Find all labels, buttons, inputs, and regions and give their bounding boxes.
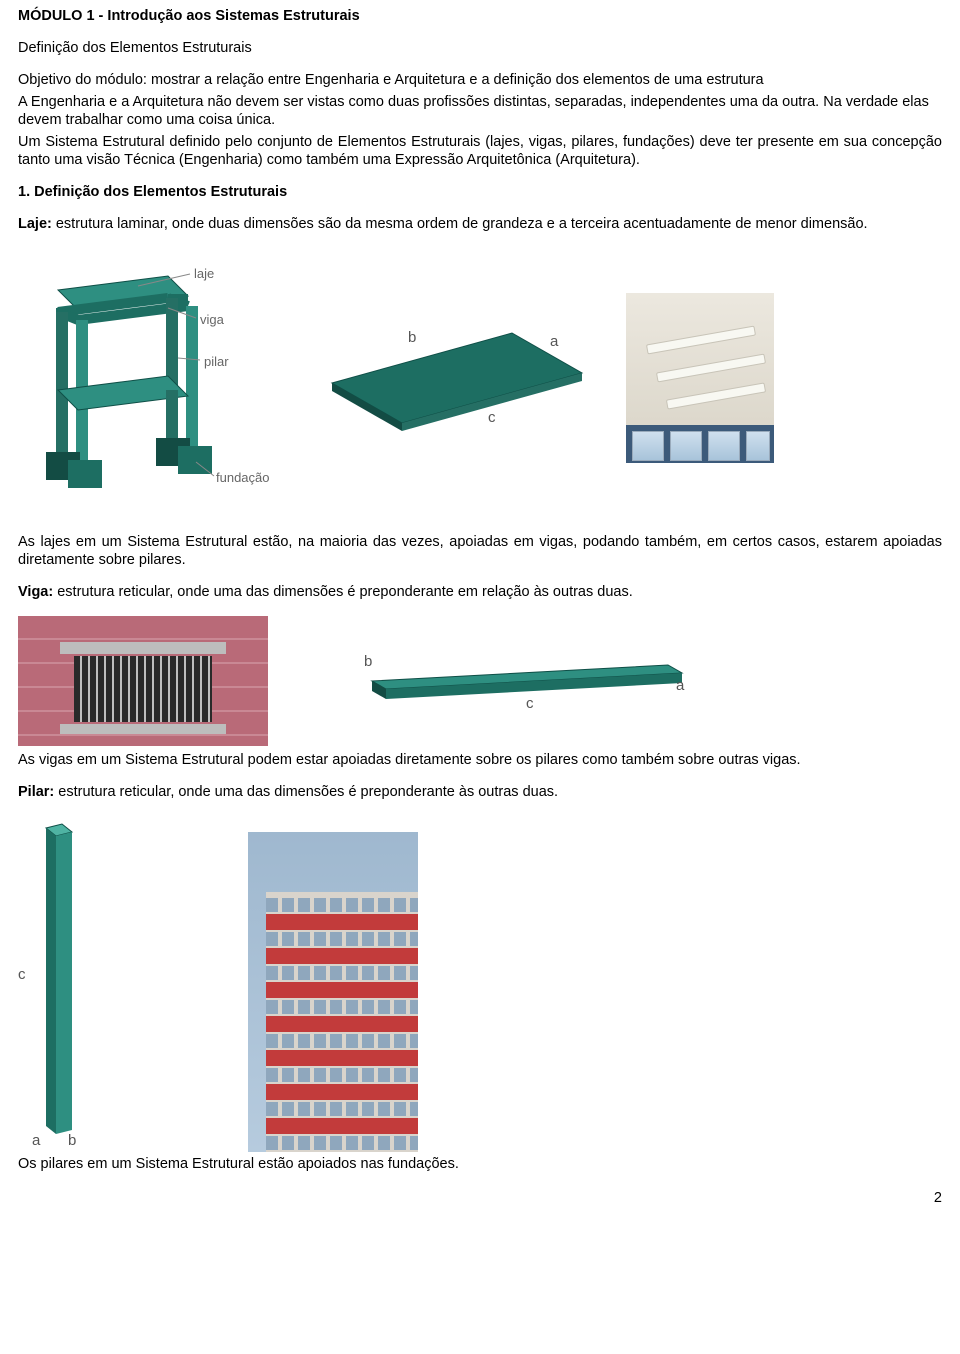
diagram-laje: a b c xyxy=(302,293,602,463)
label-pilar: pilar xyxy=(204,354,229,370)
laje-text: estrutura laminar, onde duas dimensões s… xyxy=(52,216,868,232)
page-title: MÓDULO 1 - Introdução aos Sistemas Estru… xyxy=(18,8,942,26)
intro-paragraph-1: A Engenharia e a Arquitetura não devem s… xyxy=(18,94,942,130)
diagram-structural-system: laje viga pilar fundação xyxy=(18,248,278,508)
pilar-label-a: a xyxy=(32,1132,40,1151)
figure-row-viga: b a c xyxy=(18,616,942,746)
page-number: 2 xyxy=(18,1190,942,1208)
photo-building xyxy=(248,832,418,1152)
figure-row-laje: laje viga pilar fundação a b c xyxy=(18,248,942,508)
beam-label-a: a xyxy=(676,677,684,696)
label-viga: viga xyxy=(200,312,224,328)
subtitle: Definição dos Elementos Estruturais xyxy=(18,40,942,58)
beam-label-b: b xyxy=(364,653,372,672)
laje-definition: Laje: estrutura laminar, onde duas dimen… xyxy=(18,216,942,234)
pilar-definition: Pilar: estrutura reticular, onde uma das… xyxy=(18,784,942,802)
laje-paragraph-2: As lajes em um Sistema Estrutural estão,… xyxy=(18,534,942,570)
beam-label-c: c xyxy=(526,695,534,714)
diagram-pilar: c a b xyxy=(18,822,88,1152)
intro-paragraph-2: Um Sistema Estrutural definido pelo conj… xyxy=(18,134,942,170)
pilar-label-b: b xyxy=(68,1132,76,1151)
slab-label-b: b xyxy=(408,329,416,348)
pilar-label-c: c xyxy=(18,966,26,985)
slab-label-a: a xyxy=(550,333,558,352)
viga-term: Viga: xyxy=(18,584,53,600)
pilar-paragraph-2: Os pilares em um Sistema Estrutural estã… xyxy=(18,1156,942,1174)
label-laje: laje xyxy=(194,266,214,282)
slab-label-c: c xyxy=(488,409,496,428)
pilar-text: estrutura reticular, onde uma das dimens… xyxy=(54,784,558,800)
objective: Objetivo do módulo: mostrar a relação en… xyxy=(18,72,942,90)
viga-paragraph-2: As vigas em um Sistema Estrutural podem … xyxy=(18,752,942,770)
diagram-viga: b a c xyxy=(358,641,698,721)
viga-text: estrutura reticular, onde uma das dimens… xyxy=(53,584,633,600)
laje-term: Laje: xyxy=(18,216,52,232)
photo-ceiling xyxy=(626,293,774,463)
pilar-term: Pilar: xyxy=(18,784,54,800)
label-fundacao: fundação xyxy=(216,470,270,486)
section-1-heading: 1. Definição dos Elementos Estruturais xyxy=(18,184,942,202)
figure-row-pilar: c a b xyxy=(18,822,942,1152)
viga-definition: Viga: estrutura reticular, onde uma das … xyxy=(18,584,942,602)
photo-window-wall xyxy=(18,616,268,746)
